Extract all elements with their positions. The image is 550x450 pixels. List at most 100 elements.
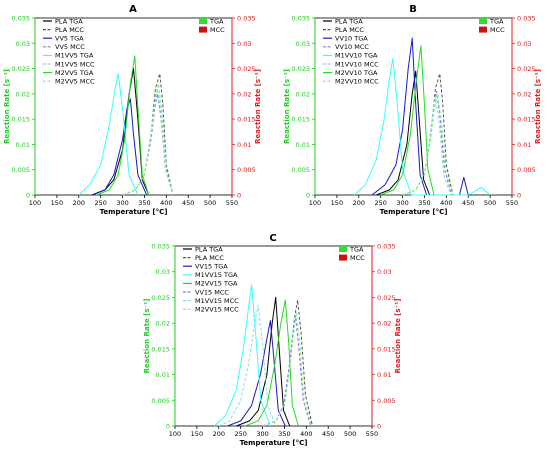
x-tick-label: 450 — [322, 430, 334, 438]
y-tick-label-right: 0.025 — [377, 294, 396, 302]
chart-panel-a: A 0 0 0.005 0.005 0.01 0.01 0.015 0.015 0.02 0.02 0… — [3, 4, 262, 216]
series-line-m1vv10-mcc — [402, 95, 452, 196]
legend-box-tga — [479, 18, 487, 24]
x-tick-label: 150 — [331, 199, 343, 207]
series-line-m1vv5-tga — [78, 73, 139, 196]
y-tick-label-left: 0 — [166, 423, 170, 431]
legend-entry: M1VV5 MCC — [55, 60, 95, 68]
y-tick-label-left: 0.035 — [151, 243, 170, 251]
series-line-vv15-tga — [227, 320, 286, 427]
x-tick-label: 350 — [418, 199, 430, 207]
y-tick-label-right: 0.02 — [517, 90, 531, 98]
legend-entry: M2VV5 TGA — [55, 69, 94, 77]
legend-entry: VV10 TGA — [335, 35, 368, 43]
y-tick-label-left: 0.005 — [151, 397, 170, 405]
y-tick-label-right: 0.01 — [377, 371, 391, 379]
y-tick-label-right: 0 — [377, 423, 381, 431]
legend-entry: MCC — [210, 26, 225, 34]
x-tick-label: 400 — [300, 430, 312, 438]
x-tick-label: 250 — [94, 199, 106, 207]
chart-panel-c: C 0 0 0.005 0.005 0.01 0.01 0.015 0.015 0.02 0.02 0… — [143, 233, 402, 447]
y-tick-label-right: 0.01 — [517, 141, 531, 149]
legend-entry: M2VV15 MCC — [195, 306, 239, 314]
y-tick-label-left: 0.035 — [291, 15, 310, 23]
y-tick-label-left: 0.03 — [156, 268, 170, 276]
series-line-m2vv10-mcc — [402, 93, 453, 196]
legend-entry: VV10 MCC — [335, 43, 369, 51]
legend-entry: PLA TGA — [55, 17, 83, 25]
panel-label: B — [409, 4, 417, 15]
x-tick-label: 100 — [29, 199, 41, 207]
y-tick-label-left: 0.015 — [291, 116, 310, 124]
series-line-m1vv10-tga — [354, 58, 491, 196]
x-tick-label: 200 — [353, 199, 365, 207]
y-tick-label-right: 0.035 — [237, 15, 256, 23]
y-tick-label-left: 0.005 — [291, 166, 310, 174]
series-line-pla-mcc — [402, 73, 454, 196]
y-tick-label-left: 0 — [306, 192, 310, 200]
x-tick-label: 400 — [160, 199, 172, 207]
y-tick-label-right: 0.02 — [237, 90, 251, 98]
x-tick-label: 300 — [256, 430, 268, 438]
y-tick-label-left: 0.025 — [11, 65, 30, 73]
y-tick-label-right: 0.015 — [377, 345, 396, 353]
x-tick-label: 200 — [213, 430, 225, 438]
legend-box-tga — [199, 18, 207, 24]
y-tick-label-left: 0.02 — [296, 90, 310, 98]
legend-box-mcc — [339, 254, 347, 261]
x-tick-label: 200 — [73, 199, 85, 207]
y-axis-label-left: Reaction Rate [s⁻¹] — [3, 69, 11, 144]
y-axis-label-right: Reaction Rate [s⁻¹] — [254, 69, 262, 144]
legend-entry: VV5 TGA — [55, 35, 84, 43]
legend-entry: PLA MCC — [55, 26, 84, 34]
series-line-m2vv5-mcc — [122, 83, 174, 196]
series-line-m2vv10-tga — [380, 45, 435, 196]
series-line-vv15-mcc — [262, 314, 312, 427]
series-line-vv10-mcc — [402, 90, 453, 196]
series-line-m1vv15-mcc — [218, 304, 277, 427]
x-tick-label: 250 — [234, 430, 246, 438]
legend-entry: TGA — [489, 17, 504, 25]
y-tick-label-left: 0.005 — [11, 166, 30, 174]
series-line-pla-mcc — [122, 73, 174, 196]
legend-entry: M1VV5 TGA — [55, 52, 94, 60]
legend-entry: TGA — [209, 17, 224, 25]
legend-entry: PLA TGA — [335, 17, 363, 25]
y-tick-label-right: 0.01 — [237, 141, 251, 149]
x-axis-label: Temperature [°C] — [100, 208, 168, 216]
x-tick-label: 100 — [169, 430, 181, 438]
legend-entry: M1VV10 TGA — [335, 52, 378, 60]
y-tick-label-right: 0.03 — [517, 40, 531, 48]
series-line-m2vv5-tga — [96, 55, 150, 196]
x-tick-label: 550 — [226, 199, 238, 207]
legend-entry: M2VV10 MCC — [335, 78, 379, 86]
legend-entry: VV5 MCC — [55, 43, 85, 51]
y-tick-label-left: 0.015 — [151, 345, 170, 353]
series-line-pla-mcc — [262, 299, 313, 427]
series-line-vv10-tga — [371, 37, 469, 196]
legend-entry: M2VV15 TGA — [195, 280, 238, 288]
series-line-m2vv15-mcc — [262, 312, 313, 427]
x-axis-label: Temperature [°C] — [380, 208, 448, 216]
legend-entry: M2VV10 TGA — [335, 69, 378, 77]
x-tick-label: 500 — [484, 199, 496, 207]
y-axis-label-right: Reaction Rate [s⁻¹] — [394, 299, 402, 374]
y-tick-label-right: 0.025 — [237, 65, 256, 73]
x-tick-label: 300 — [396, 199, 408, 207]
legend-box-mcc — [199, 26, 207, 33]
x-tick-label: 350 — [138, 199, 150, 207]
y-tick-label-left: 0.025 — [151, 294, 170, 302]
series-line-m2vv15-tga — [244, 299, 299, 427]
y-tick-label-left: 0.035 — [11, 15, 30, 23]
y-tick-label-right: 0.005 — [517, 166, 536, 174]
legend-entry: M2VV5 MCC — [55, 78, 95, 86]
x-tick-label: 350 — [278, 430, 290, 438]
y-tick-label-left: 0.03 — [296, 40, 310, 48]
y-tick-label-right: 0 — [237, 192, 241, 200]
x-tick-label: 500 — [344, 430, 356, 438]
y-tick-label-right: 0.035 — [377, 243, 396, 251]
legend-entry: M1VV15 TGA — [195, 271, 238, 279]
x-tick-label: 300 — [116, 199, 128, 207]
x-tick-label: 100 — [309, 199, 321, 207]
